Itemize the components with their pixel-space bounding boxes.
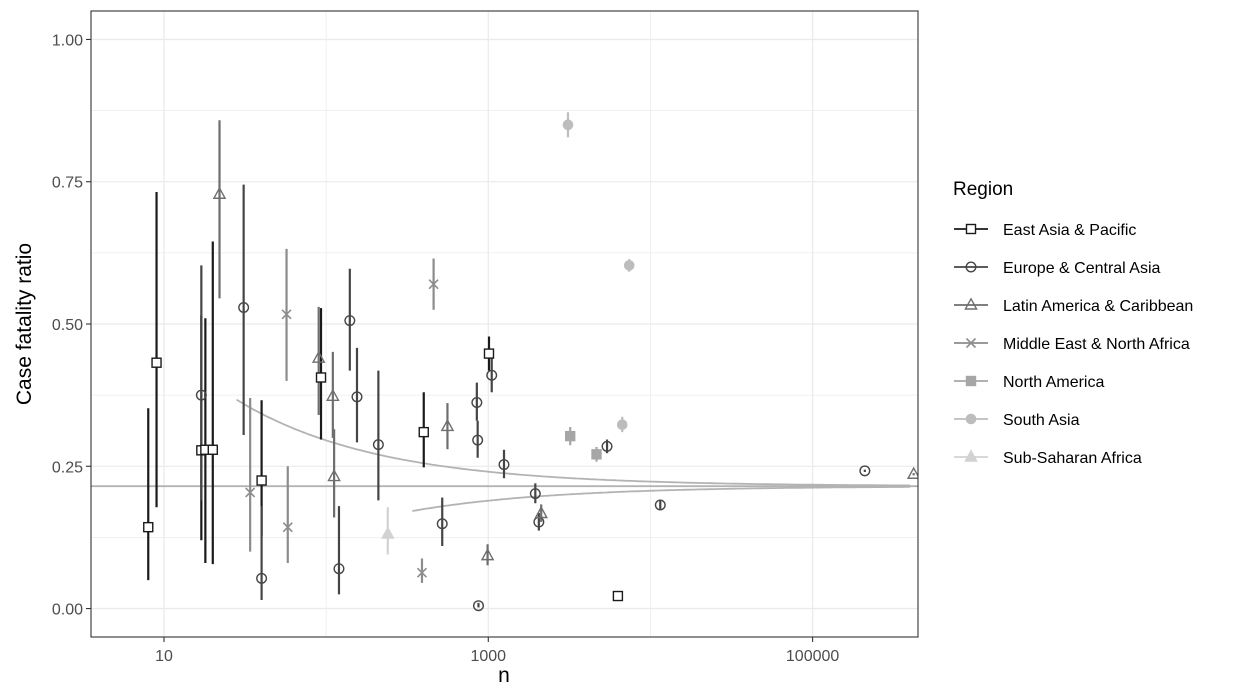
legend-key-marker <box>965 223 977 235</box>
data-point <box>315 372 327 383</box>
data-point <box>436 518 448 530</box>
y-tick-label: 0.75 <box>52 175 83 192</box>
data-point <box>564 430 576 442</box>
funnel-upper-curve <box>236 398 911 487</box>
data-point <box>416 567 428 578</box>
y-axis-label: Case fatality ratio <box>13 243 36 405</box>
data-point <box>498 459 510 471</box>
data-point <box>612 590 624 602</box>
x-tick-label: 10 <box>155 648 173 665</box>
legend-label: Middle East & North Africa <box>1003 336 1190 353</box>
data-point <box>351 391 363 403</box>
legend-key-marker <box>964 449 978 462</box>
legend-label: East Asia & Pacific <box>1003 222 1136 239</box>
funnel-curves <box>236 398 911 512</box>
data-point <box>207 444 218 455</box>
data-point <box>471 397 483 409</box>
legend-label: Europe & Central Asia <box>1003 260 1161 277</box>
legend-key-marker <box>965 375 977 387</box>
data-point <box>212 186 227 199</box>
data-point <box>486 369 498 381</box>
marker-stroke <box>282 522 293 533</box>
data-point <box>281 309 292 320</box>
data-point <box>601 440 613 452</box>
data-point <box>311 350 326 363</box>
y-tick-label: 0.50 <box>52 317 83 334</box>
data-point <box>534 505 548 519</box>
data-point <box>151 357 162 368</box>
data-marks <box>143 112 918 612</box>
data-point <box>529 488 541 500</box>
y-axis: 0.00 0.25 0.50 0.75 1.00 <box>52 32 91 619</box>
data-point <box>428 279 439 290</box>
marker-stroke <box>965 337 977 349</box>
data-point <box>480 547 495 561</box>
data-point <box>906 466 918 479</box>
legend-label: North America <box>1003 374 1104 391</box>
legend-label: Latin America & Caribbean <box>1003 298 1193 315</box>
data-point <box>483 348 495 359</box>
data-point <box>472 434 484 446</box>
y-tick-label: 0.00 <box>52 602 83 619</box>
x-axis-label: n <box>498 664 510 687</box>
legend-key-marker <box>965 337 977 349</box>
x-axis: 10 1000 100000 <box>155 637 839 665</box>
data-point <box>245 487 256 498</box>
y-tick-label: 0.25 <box>52 459 83 476</box>
marker-stroke <box>245 487 256 498</box>
data-point <box>256 475 267 486</box>
funnel-lower-curve <box>412 485 911 512</box>
data-point <box>195 389 207 401</box>
x-tick-label: 1000 <box>470 648 506 665</box>
data-point <box>562 119 574 131</box>
x-tick-label: 100000 <box>786 648 839 665</box>
data-point <box>143 521 154 533</box>
y-tick-label: 1.00 <box>52 32 83 49</box>
data-point <box>380 526 395 539</box>
legend-key-marker <box>965 261 977 273</box>
data-point <box>238 301 250 313</box>
data-point <box>418 426 429 438</box>
legend-label: South Asia <box>1003 412 1080 429</box>
legend-key-marker <box>965 413 977 425</box>
data-point <box>327 468 341 482</box>
legend: Region East Asia & Pacific Europe & Centr… <box>953 179 1193 467</box>
marker-stroke <box>428 279 439 290</box>
data-point <box>372 439 384 451</box>
data-point <box>654 499 666 511</box>
legend-key-marker <box>964 297 978 310</box>
data-point <box>616 419 628 431</box>
data-point <box>623 260 635 271</box>
marker-stroke <box>416 567 428 578</box>
marker-stroke <box>281 309 292 320</box>
data-point <box>333 563 345 575</box>
legend-label: Sub-Saharan Africa <box>1003 450 1142 467</box>
data-point <box>591 449 602 460</box>
data-point <box>282 522 293 533</box>
data-point <box>859 465 871 477</box>
legend-title: Region <box>953 179 1013 200</box>
data-point <box>344 315 356 327</box>
data-point <box>440 418 455 432</box>
data-point <box>326 388 340 401</box>
data-point <box>256 572 268 584</box>
data-point <box>472 600 484 612</box>
